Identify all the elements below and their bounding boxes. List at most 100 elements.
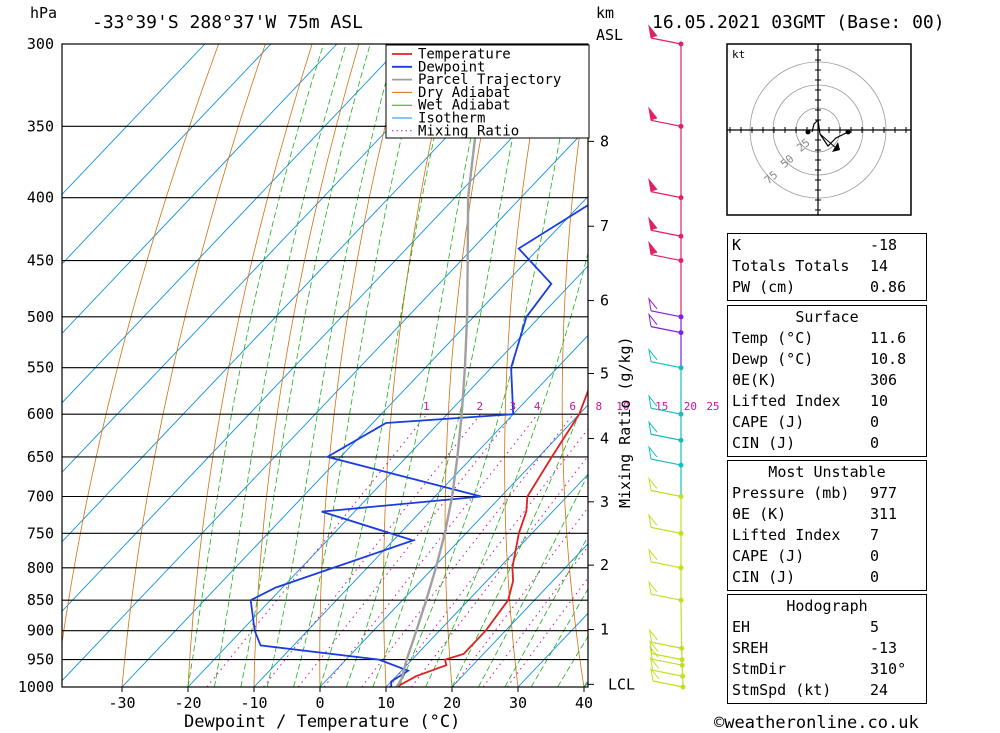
credit-text: ©weatheronline.co.uk (714, 713, 919, 733)
mixing-ratio-label: 25 (706, 400, 719, 413)
wind-barb-column (648, 24, 686, 690)
wet-adiabat-line (187, 44, 324, 687)
index-row-k: K -18 (728, 235, 926, 256)
wind-barb-flag (648, 628, 658, 643)
wind-barb-flag (649, 656, 659, 671)
pressure-tick-label: 500 (27, 308, 54, 326)
wet-adiabat-line (425, 251, 588, 687)
mixing-ratio-label: 3 (510, 400, 517, 413)
temperature-tick-label: 20 (443, 694, 461, 712)
most-unstable-title: Most Unstable (768, 463, 886, 481)
legend-label: Parcel Trajectory (418, 72, 561, 88)
wind-barb-shaft (650, 37, 682, 45)
legend-label: Wet Adiabat (418, 98, 511, 114)
dry-adiabat-line (121, 44, 266, 687)
wind-barb-flag (648, 548, 658, 562)
dry-adiabat-line (187, 44, 313, 687)
pressure-tick-label: 450 (27, 252, 54, 270)
index-label: CIN (J) (732, 434, 796, 452)
surface-title: Surface (795, 308, 859, 326)
index-label: Totals Totals (732, 257, 850, 275)
hodograph-title: Hodograph (786, 597, 868, 615)
index-label: Temp (°C) (732, 329, 814, 347)
index-value: 0 (870, 547, 880, 565)
index-label: θE (K) (732, 505, 787, 523)
wind-barb-shaft (650, 458, 682, 466)
datetime-title: 16.05.2021 03GMT (Base: 00) (652, 12, 945, 33)
index-value: 311 (870, 505, 898, 523)
isotherm-line (62, 44, 470, 473)
wind-barb-flag (648, 297, 658, 311)
mixing-ratio-label: 6 (569, 400, 576, 413)
isotherm-line (62, 44, 206, 196)
hpa-unit-label: hPa (30, 4, 57, 22)
asl-unit-label: ASL (596, 26, 623, 44)
mixing-ratio-label: 4 (534, 400, 541, 413)
pressure-tick-label: 550 (27, 359, 54, 377)
legend-label: Temperature (418, 47, 511, 63)
wet-adiabat-line (240, 44, 371, 687)
dewpoint-line (249, 204, 588, 687)
hodograph-point (805, 129, 811, 135)
wind-barb-shaft (650, 561, 682, 569)
index-value: 10.8 (870, 350, 907, 368)
wind-barb-flag (648, 177, 658, 192)
index-value: 306 (870, 371, 898, 389)
wind-barb-flag (648, 580, 658, 595)
wind-barb-shaft (650, 310, 682, 318)
mixing-ratio-line (263, 413, 481, 687)
parcel-trajectory-line (395, 44, 490, 687)
index-label: SREH (732, 639, 769, 657)
mixing-ratio-line (323, 413, 539, 687)
wind-barb-flag (649, 645, 659, 660)
wind-barb-flag (648, 445, 658, 460)
index-value: 0 (870, 434, 880, 452)
mixing-ratio-line (297, 413, 514, 687)
legend-label: Dry Adiabat (418, 85, 511, 101)
wind-barb-shaft (650, 361, 682, 369)
storm-motion-arrow (832, 142, 840, 152)
mixing-ratio-label: 2 (476, 400, 483, 413)
wind-barb-shaft (650, 407, 682, 415)
temperature-tick-label: 0 (315, 694, 324, 712)
temperature-tick-label: -30 (108, 694, 135, 712)
index-label: CAPE (J) (732, 547, 805, 565)
index-label: PW (cm) (732, 278, 796, 296)
km-tick-label: 2 (600, 556, 609, 574)
index-value: 24 (870, 681, 889, 699)
wind-barb-shaft (651, 641, 682, 649)
isotherm-line (385, 473, 588, 687)
isotherm-lines (62, 44, 588, 687)
wind-barb-shaft (650, 489, 682, 498)
wet-adiabat-line (530, 588, 588, 687)
dry-adiabat-line (62, 44, 219, 646)
isotherm-line (319, 404, 588, 687)
index-label: Lifted Index (732, 526, 841, 544)
index-label: CAPE (J) (732, 413, 805, 431)
wet-adiabat-line (398, 44, 578, 687)
index-value: 977 (870, 484, 898, 502)
km-tick-label: 6 (600, 292, 609, 310)
index-value: 310° (870, 660, 907, 678)
isotherm-line (62, 44, 404, 404)
temperature-tick-label: 10 (377, 694, 395, 712)
km-unit-label: km (596, 4, 614, 22)
pressure-tick-label: 650 (27, 448, 54, 466)
wet-adiabat-line (214, 44, 347, 687)
index-value: -13 (870, 639, 898, 657)
wind-barb-flag (648, 312, 658, 327)
index-label: CIN (J) (732, 568, 796, 586)
isotherm-line (62, 44, 338, 334)
dry-adiabat-line (444, 44, 500, 687)
wind-barb-shaft (650, 253, 682, 262)
dry-adiabat-line (383, 44, 453, 687)
km-tick-label: 3 (600, 493, 609, 511)
wind-barb-flag (648, 106, 658, 121)
km-tick-label: 7 (600, 217, 609, 235)
wind-barb-flag (649, 639, 659, 654)
wind-barb-flag (648, 240, 658, 255)
wind-barb-shaft (652, 658, 683, 666)
index-value: 14 (870, 257, 889, 275)
